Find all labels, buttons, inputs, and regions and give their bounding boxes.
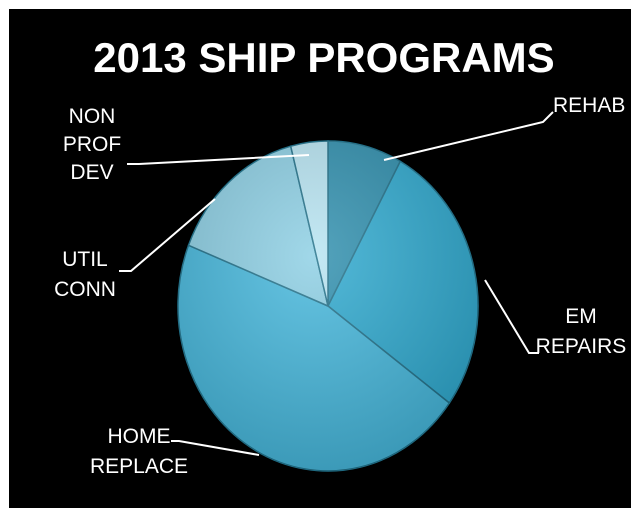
slice-label-non-prof-dev: NON PROF DEV: [63, 105, 121, 184]
slice-label-util-conn: UTIL CONN: [54, 248, 116, 301]
slice-label-home-replace: HOME REPLACE: [90, 425, 188, 478]
slice-label-rehab: REHAB: [553, 94, 625, 117]
pie-slices: [177, 140, 479, 472]
slice-label-em-repairs: EM REPAIRS: [536, 305, 627, 358]
slice-labels: REHAB EM REPAIRS HOME REPLACE UTIL CONN NON PROF…: [54, 94, 626, 478]
leader-line-rehab: [383, 111, 554, 161]
leader-line-util-conn: [119, 198, 216, 272]
chart-frame: 2013 SHIP PROGRAMS REHAB EM REPAIRS HOME REP…: [9, 9, 631, 508]
leader-line-em-repairs: [484, 279, 539, 354]
leader-line-non-prof-dev: [127, 154, 310, 165]
chart-title: 2013 SHIP PROGRAMS: [93, 34, 554, 81]
pie-shading: [178, 141, 478, 471]
leader-line-home-replace: [171, 440, 260, 456]
pie-chart: 2013 SHIP PROGRAMS REHAB EM REPAIRS HOME REP…: [54, 34, 626, 478]
